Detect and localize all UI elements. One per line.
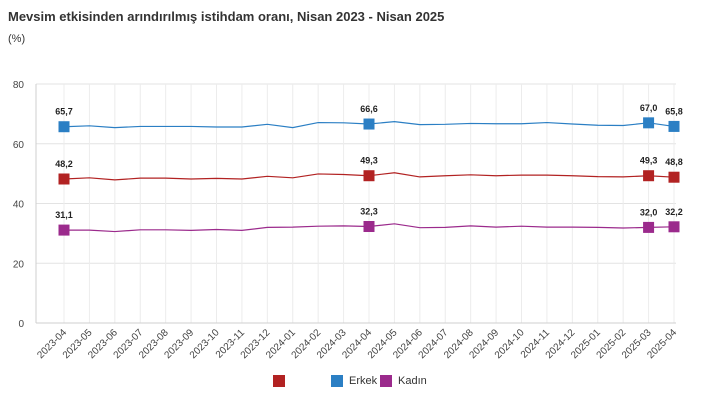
legend-item-erkek[interactable]: Erkek — [331, 375, 377, 387]
y-tick-label: 40 — [13, 200, 25, 211]
data-point-marker — [363, 118, 375, 130]
data-point-marker — [668, 120, 680, 132]
data-label: 32,0 — [640, 207, 658, 217]
legend-label-kadin: Kadın — [398, 375, 427, 387]
y-tick-label: 20 — [13, 259, 25, 270]
data-point-marker — [643, 117, 655, 129]
data-label: 49,3 — [360, 156, 378, 166]
data-point-marker — [363, 170, 375, 182]
legend-swatch-erkek — [331, 375, 343, 387]
chart-title: Mevsim etkisinden arındırılmış istihdam … — [8, 9, 445, 24]
data-label: 65,7 — [55, 107, 73, 117]
chart-legend: Erkek Kadın — [0, 375, 702, 391]
data-point-marker — [58, 173, 70, 185]
data-point-marker — [668, 171, 680, 183]
data-label: 32,2 — [665, 207, 683, 217]
legend-item-total[interactable] — [273, 375, 291, 387]
data-label: 32,3 — [360, 207, 378, 217]
legend-swatch-total — [273, 375, 285, 387]
legend-label-erkek: Erkek — [349, 375, 378, 387]
data-label: 67,0 — [640, 103, 658, 113]
data-point-marker — [643, 170, 655, 182]
data-point-marker — [363, 221, 375, 233]
data-label: 66,6 — [360, 104, 378, 114]
y-tick-label: 60 — [13, 140, 25, 151]
data-point-marker — [643, 221, 655, 233]
legend-item-kadin[interactable]: Kadın — [380, 375, 427, 387]
data-label: 65,8 — [665, 106, 683, 116]
data-point-marker — [58, 121, 70, 133]
data-point-marker — [668, 221, 680, 233]
legend-swatch-kadin — [380, 375, 392, 387]
y-tick-label: 80 — [13, 80, 25, 91]
chart-subtitle: (%) — [8, 33, 26, 45]
data-label: 31,1 — [55, 210, 73, 220]
data-label: 48,2 — [55, 159, 73, 169]
data-point-marker — [58, 224, 70, 236]
y-tick-label: 0 — [18, 319, 24, 330]
data-label: 49,3 — [640, 156, 658, 166]
data-label: 48,8 — [665, 157, 683, 167]
